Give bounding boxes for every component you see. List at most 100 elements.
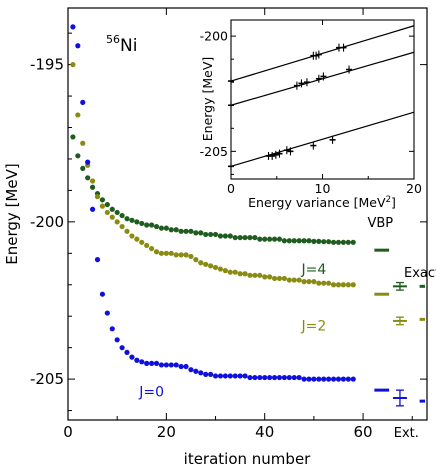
y-tick-label: -200 (30, 213, 64, 231)
series-point (350, 376, 356, 382)
series-point (149, 245, 155, 252)
inset-fit-line (230, 25, 415, 82)
series-point (75, 153, 81, 159)
inset-point (276, 149, 283, 158)
series-point (237, 234, 243, 241)
series-point (178, 363, 184, 370)
inset-data-points (228, 43, 353, 171)
series-point (139, 359, 145, 365)
series-point (198, 260, 204, 266)
series-point (306, 279, 312, 285)
series-point (208, 231, 214, 238)
main-x-axis-label: iteration number (184, 450, 312, 468)
nucleus-symbol: Ni (120, 36, 137, 56)
series-point (173, 362, 179, 368)
series-point (139, 220, 145, 227)
inset-y-tick-label: -205 (200, 144, 228, 159)
series-point (109, 326, 115, 332)
series-point (89, 178, 96, 184)
inset-x-axis-label: Energy variance [MeV2] (248, 195, 396, 210)
series-point (291, 277, 297, 283)
inset-point (228, 101, 234, 110)
series-point (212, 373, 219, 379)
series-point (262, 236, 268, 242)
series-point (183, 228, 189, 234)
series-point (247, 272, 253, 278)
series-point (316, 376, 322, 382)
series-point (247, 234, 253, 241)
series-point (158, 362, 165, 368)
series-point (247, 374, 253, 381)
series-point (203, 371, 209, 377)
series-point (301, 376, 307, 382)
inset-point (283, 146, 290, 155)
series-point (168, 362, 174, 368)
series-point (340, 376, 346, 382)
series-point (163, 225, 169, 231)
series-point (301, 238, 307, 244)
x-tick-label: 60 (354, 423, 373, 441)
series-point (183, 363, 189, 370)
series-point (134, 357, 140, 363)
series-point (271, 275, 278, 282)
series-point (85, 159, 91, 165)
series-point (129, 233, 135, 239)
series-point (114, 219, 120, 225)
series-point (193, 230, 199, 236)
series-point (75, 43, 81, 49)
inset-point (228, 77, 234, 86)
series-point (232, 234, 238, 241)
series-point (80, 99, 86, 105)
series-point (99, 291, 106, 297)
series-point (345, 376, 351, 382)
series-point (286, 374, 292, 381)
series-point (237, 373, 243, 379)
main-plot-frame (67, 7, 428, 421)
series-point (119, 212, 125, 219)
inset-point (303, 78, 310, 87)
series-point (158, 250, 165, 256)
series-point (119, 345, 125, 351)
series-point (80, 140, 86, 146)
nucleus-label: 56Ni (106, 33, 137, 56)
series-point (227, 373, 233, 379)
series-point (330, 376, 337, 382)
series-point (326, 280, 332, 286)
series-labels: J=4 J=2 J=0 (138, 262, 326, 401)
series-point (281, 374, 287, 381)
series-point (217, 233, 224, 239)
series-point (144, 222, 150, 228)
series-point (291, 238, 297, 244)
series-point (276, 374, 283, 381)
series-point (296, 277, 302, 283)
series-point (89, 206, 96, 212)
series-point (252, 374, 258, 381)
series-point (242, 373, 248, 379)
series-point (70, 24, 76, 30)
series-point (153, 223, 160, 230)
series-point (340, 282, 346, 288)
series-point (321, 376, 327, 382)
series-point (286, 277, 292, 283)
series-point (335, 376, 342, 382)
series-point (89, 184, 96, 190)
inset-fit-line (230, 51, 415, 106)
series-point (99, 197, 106, 203)
series-point (306, 376, 312, 382)
series-point (149, 360, 155, 366)
series-point (242, 234, 248, 241)
series-point (80, 165, 86, 171)
series-point (257, 236, 263, 242)
series-point (70, 134, 76, 140)
series-point (109, 206, 115, 212)
series-point (267, 274, 273, 280)
inset-point (298, 79, 305, 88)
series-point (85, 175, 91, 181)
series-point (104, 209, 110, 216)
series-point (193, 257, 199, 263)
series-point (188, 253, 194, 260)
series-point (350, 239, 356, 245)
series-point (271, 374, 278, 381)
series-point (262, 274, 268, 280)
